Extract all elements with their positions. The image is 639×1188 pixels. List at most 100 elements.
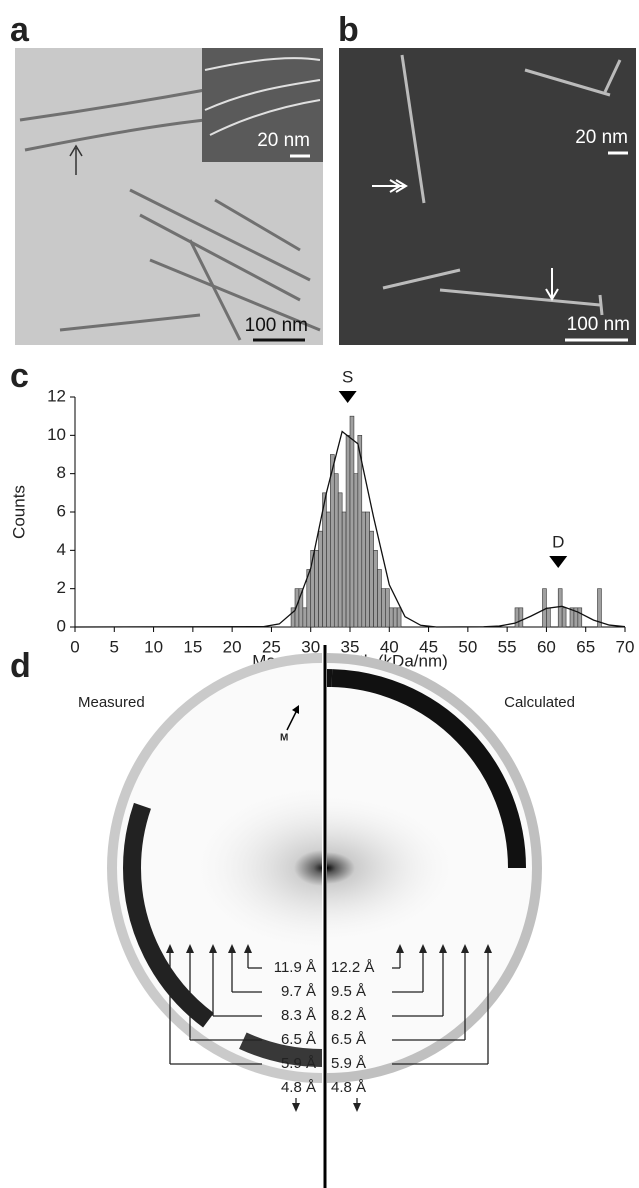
x-tick-label: 30 (301, 637, 320, 656)
bar (546, 607, 551, 628)
x-tick-label: 40 (380, 637, 399, 656)
histogram: 0510152025303540455055606570024681012Mas… (9, 367, 634, 670)
panel-d: d Measured Calculated M 11.9 Å 9.7 Å 8.3 Å… (10, 645, 575, 1188)
arrow-head (419, 944, 427, 953)
bar (385, 588, 390, 628)
calculated-label: 4.8 Å (331, 1079, 366, 1096)
y-tick-label: 6 (57, 501, 66, 520)
bar (561, 607, 567, 628)
x-tick-label: 50 (458, 637, 477, 656)
calculated-label: 6.5 Å (331, 1031, 366, 1048)
measured-label: 8.3 Å (281, 1007, 316, 1024)
measured-label: 6.5 Å (281, 1031, 316, 1048)
x-tick-label: 70 (616, 637, 635, 656)
panel-title: Calculated (504, 694, 575, 711)
bar (330, 454, 335, 628)
arrow-head (439, 944, 447, 953)
bar (361, 511, 367, 628)
bar (369, 530, 374, 628)
fit-curve (74, 430, 626, 628)
x-tick-label: 20 (223, 637, 242, 656)
bar (381, 588, 386, 628)
arrow-head (292, 1103, 300, 1112)
arrow-head (396, 944, 404, 953)
panel-label: c (10, 357, 29, 395)
annotation: S (342, 367, 353, 386)
bar (302, 607, 308, 628)
marker-label: M (280, 733, 288, 744)
bar (377, 569, 382, 628)
x-tick-label: 25 (262, 637, 281, 656)
arrow-head (484, 944, 492, 953)
bar (597, 588, 602, 628)
calculated-label: 8.2 Å (331, 1007, 366, 1024)
y-tick-label: 12 (47, 386, 66, 405)
bar (542, 588, 547, 628)
scale-label: 100 nm (567, 314, 630, 335)
bar (353, 473, 359, 628)
bar (326, 511, 331, 628)
bar (388, 607, 394, 628)
bar (557, 588, 563, 628)
arrow-head (186, 944, 194, 953)
x-tick-label: 0 (70, 637, 79, 656)
measured-label: 11.9 Å (274, 959, 316, 976)
bar (322, 492, 327, 628)
y-axis-label: Counts (9, 485, 28, 539)
panel-a: a 20 nm 100 nm (10, 11, 323, 345)
scale-label: 100 nm (245, 315, 308, 336)
bar (337, 492, 343, 628)
bar (314, 550, 319, 628)
y-tick-label: 0 (57, 616, 66, 635)
bar (357, 435, 363, 628)
bar (341, 511, 347, 628)
annotation-marker (549, 556, 568, 568)
x-tick-label: 45 (419, 637, 438, 656)
y-tick-label: 10 (47, 425, 66, 444)
measured-label: 5.9 Å (281, 1055, 316, 1072)
panel-label: a (10, 11, 30, 49)
calculated-label: 9.5 Å (331, 983, 366, 1000)
x-tick-label: 15 (183, 637, 202, 656)
annotation: D (552, 532, 564, 551)
x-tick-label: 55 (498, 637, 517, 656)
y-tick-label: 8 (57, 463, 66, 482)
bar (577, 607, 583, 628)
measured-label: 4.8 Å (281, 1079, 316, 1096)
measured-label: 9.7 Å (281, 983, 316, 1000)
y-tick-label: 2 (57, 578, 66, 597)
bar (514, 607, 520, 628)
arrow-head (244, 944, 252, 953)
x-tick-label: 5 (110, 637, 119, 656)
arrow-head (209, 944, 217, 953)
bar (349, 415, 355, 628)
calculated-label: 5.9 Å (331, 1055, 366, 1072)
arrow-head (461, 944, 469, 953)
bar (318, 530, 323, 628)
d-labels: 11.9 Å 9.7 Å 8.3 Å 6.5 Å 5.9 Å 4.8 Å 12.2 Å 9.5… (166, 944, 492, 1112)
bar (373, 550, 378, 628)
bar (333, 473, 339, 628)
x-tick-label: 65 (576, 637, 595, 656)
panel-label: d (10, 647, 31, 685)
annotation-marker (338, 391, 357, 403)
bar (396, 607, 402, 628)
panel-b: b 20 nm 100 nm (338, 11, 636, 345)
bar (392, 607, 398, 628)
arrow-head (166, 944, 174, 953)
bar (365, 511, 370, 628)
arrow-head (353, 1103, 361, 1112)
scale-label: 20 nm (257, 130, 310, 151)
bar (518, 607, 524, 628)
x-tick-label: 10 (144, 637, 163, 656)
panel-label: b (338, 11, 359, 49)
y-tick-label: 4 (57, 540, 66, 559)
x-tick-label: 60 (537, 637, 556, 656)
x-tick-label: 35 (341, 637, 360, 656)
calculated-label: 12.2 Å (331, 959, 374, 976)
scale-label: 20 nm (575, 127, 628, 148)
arrow-head (228, 944, 236, 953)
bar (345, 435, 351, 628)
panel-title: Measured (78, 694, 145, 711)
